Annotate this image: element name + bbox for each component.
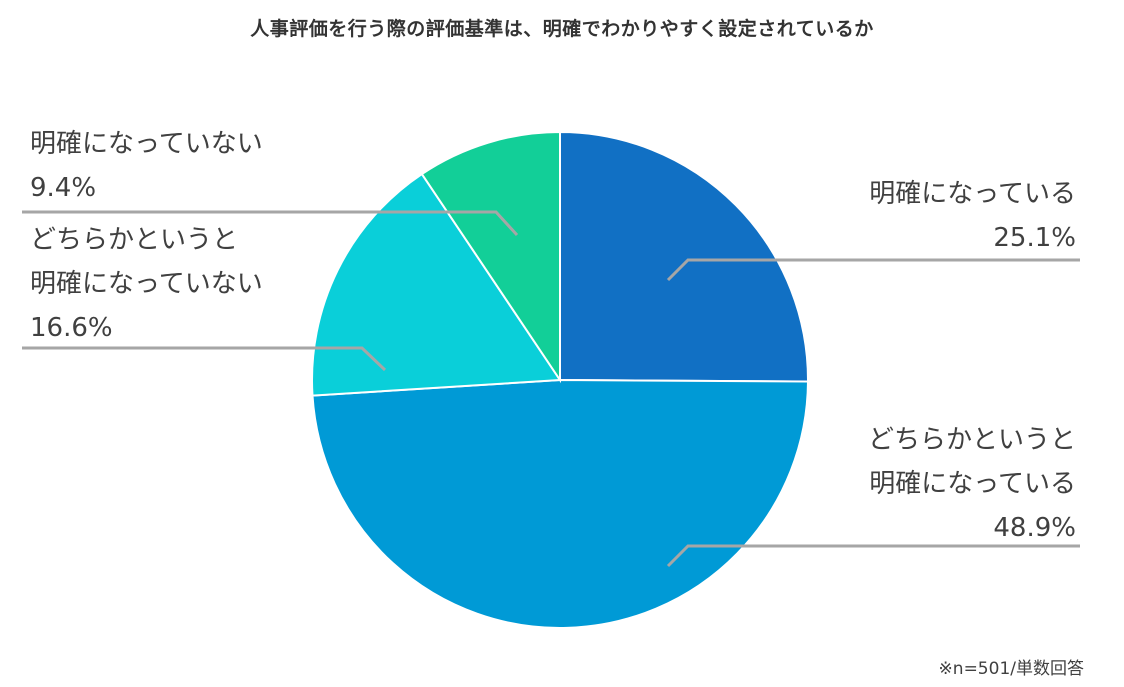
slice-label-clear: 明確になっている 25.1% <box>869 172 1076 260</box>
chart-title: 人事評価を行う際の評価基準は、明確でわかりやすく設定されているか <box>250 18 874 40</box>
slice-label-somewhat-unclear-line2: 明確になっていない <box>30 269 263 299</box>
slice-value-unclear: 9.4% <box>30 173 97 203</box>
slice-value-clear: 25.1% <box>993 223 1076 253</box>
slice-value-somewhat-unclear: 16.6% <box>30 313 113 343</box>
slice-label-somewhat-clear-line1: どちらかというと <box>867 425 1076 455</box>
sample-note: ※n=501/単数回答 <box>938 659 1084 679</box>
slice-label-somewhat-unclear: どちらかというと 明確になっていない 16.6% <box>30 218 263 350</box>
leader-line-unclear <box>22 210 519 237</box>
leader-line-clear <box>666 258 1080 282</box>
slice-label-somewhat-clear-line2: 明確になっている <box>869 469 1076 499</box>
leader-line-somewhat-clear <box>666 544 1080 568</box>
slice-label-somewhat-unclear-line1: どちらかというと <box>30 225 239 255</box>
pie-slice-somewhat-unclear <box>311 172 562 397</box>
slice-label-somewhat-clear: どちらかというと 明確になっている 48.9% <box>868 418 1076 550</box>
leader-line-somewhat-unclear <box>22 346 387 372</box>
slice-value-somewhat-clear: 48.9% <box>993 513 1076 543</box>
slice-label-unclear-line1: 明確になっていない <box>30 129 263 159</box>
pie-slice-clear <box>559 130 809 383</box>
pie-slice-unclear <box>420 130 561 384</box>
slice-label-unclear: 明確になっていない 9.4% <box>30 122 263 210</box>
pie-slice-somewhat-clear <box>311 378 810 630</box>
slice-label-clear-line1: 明確になっている <box>869 179 1076 209</box>
